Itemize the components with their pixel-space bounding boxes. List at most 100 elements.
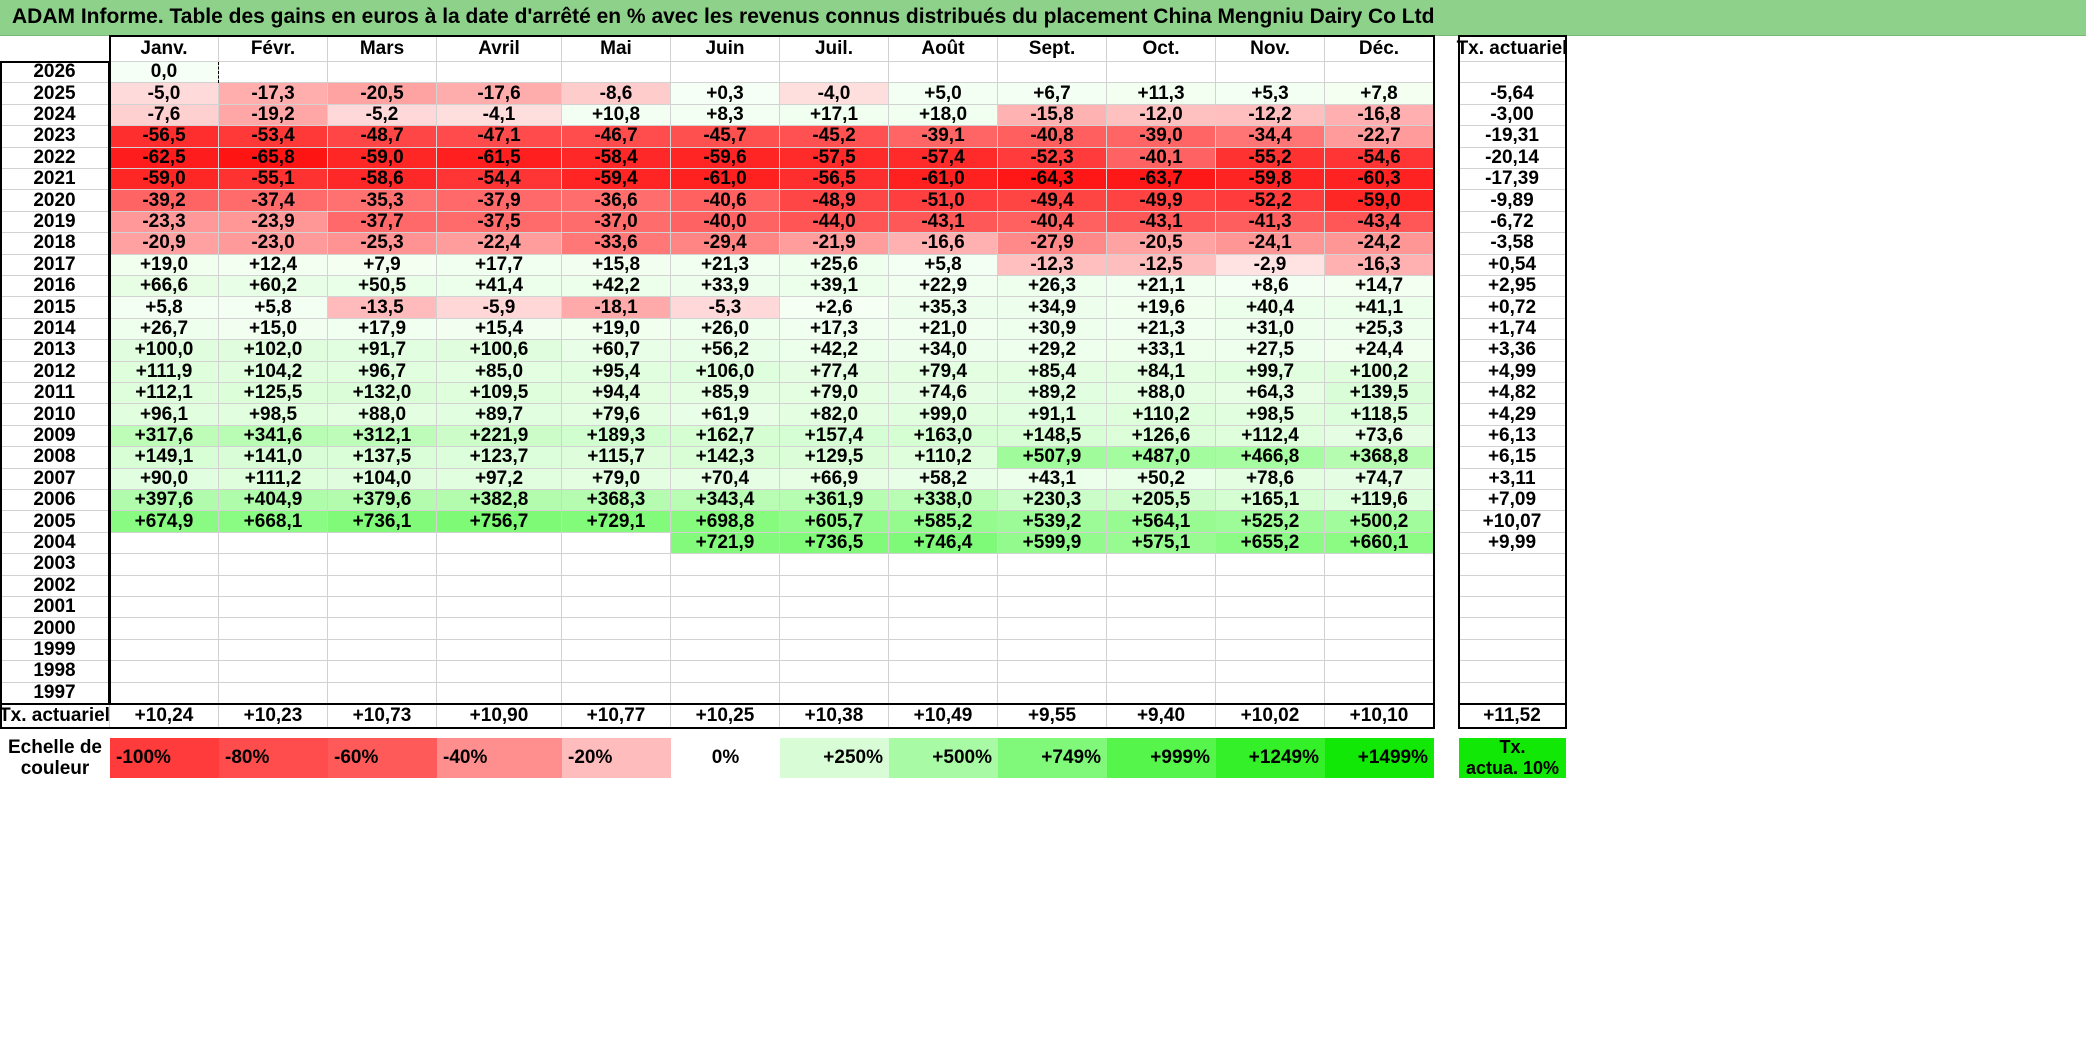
annual-rate-cell: +6,13 — [1459, 425, 1566, 448]
table-cell: +50,2 — [1107, 468, 1216, 490]
table-cell: +746,4 — [889, 532, 998, 555]
table-cell: -2,9 — [1216, 254, 1325, 276]
table-cell — [328, 597, 437, 619]
table-cell: -49,4 — [998, 190, 1107, 212]
table-cell: -37,0 — [562, 211, 671, 234]
table-cell: -45,7 — [671, 125, 780, 148]
annual-rate-cell: +7,09 — [1459, 489, 1566, 512]
table-cell: +361,9 — [780, 489, 889, 512]
annual-rate-cell: -17,39 — [1459, 168, 1566, 191]
cell-divider — [218, 62, 219, 84]
table-cell: +85,0 — [437, 361, 562, 383]
month-header: Juin — [671, 36, 780, 62]
table-cell: +368,3 — [562, 489, 671, 512]
month-header: Mai — [562, 36, 671, 62]
table-cell: +7,8 — [1325, 83, 1434, 105]
table-cell: -12,5 — [1107, 254, 1216, 276]
month-header: Déc. — [1325, 36, 1434, 62]
table-cell: +17,7 — [437, 254, 562, 276]
annual-rate-cell: +10,07 — [1459, 511, 1566, 533]
table-cell — [671, 575, 780, 597]
table-cell: +39,1 — [780, 275, 889, 298]
table-cell: +165,1 — [1216, 489, 1325, 512]
table-cell — [1325, 62, 1434, 84]
month-header: Août — [889, 36, 998, 62]
table-cell: -58,4 — [562, 147, 671, 169]
year-label: 2018 — [0, 232, 110, 255]
table-cell — [1325, 661, 1434, 683]
year-label: 2008 — [0, 446, 110, 469]
table-cell: +110,2 — [1107, 404, 1216, 426]
year-label: 2010 — [0, 404, 110, 426]
table-cell: +41,1 — [1325, 297, 1434, 319]
table-cell: +61,9 — [671, 404, 780, 426]
year-label: 2005 — [0, 511, 110, 533]
table-cell — [328, 62, 437, 84]
table-cell: +74,6 — [889, 382, 998, 405]
table-cell: +19,0 — [110, 254, 219, 276]
table-cell — [671, 682, 780, 704]
table-cell: +84,1 — [1107, 361, 1216, 383]
table-cell: -8,6 — [562, 83, 671, 105]
table-cell: +8,6 — [1216, 275, 1325, 298]
table-cell: -37,5 — [437, 211, 562, 234]
table-cell: +163,0 — [889, 425, 998, 448]
table-cell: +79,0 — [562, 468, 671, 490]
table-cell — [328, 618, 437, 640]
color-scale-swatch: +749% — [998, 738, 1107, 778]
table-cell: +33,1 — [1107, 339, 1216, 362]
table-cell — [780, 554, 889, 576]
table-cell: +64,3 — [1216, 382, 1325, 405]
table-cell — [1216, 62, 1325, 84]
table-cell — [780, 597, 889, 619]
color-scale-swatch: +1499% — [1325, 738, 1434, 778]
table-cell: +205,5 — [1107, 489, 1216, 512]
table-cell — [219, 62, 328, 84]
table-cell — [1107, 554, 1216, 576]
month-header: Oct. — [1107, 36, 1216, 62]
table-cell — [780, 661, 889, 683]
year-label: 2001 — [0, 596, 110, 619]
table-cell: -5,3 — [671, 297, 780, 319]
table-cell — [889, 661, 998, 683]
annual-rate-cell: +4,29 — [1459, 404, 1566, 426]
month-header: Févr. — [219, 36, 328, 62]
table-cell — [437, 554, 562, 576]
table-cell: +26,3 — [998, 275, 1107, 298]
table-cell: +42,2 — [562, 275, 671, 298]
table-cell: +2,6 — [780, 297, 889, 319]
table-cell: -48,9 — [780, 190, 889, 212]
table-cell: +123,7 — [437, 446, 562, 469]
table-cell — [780, 62, 889, 84]
table-cell: -33,6 — [562, 232, 671, 255]
table-cell: -24,1 — [1216, 232, 1325, 255]
table-cell — [780, 575, 889, 597]
table-cell: +66,6 — [110, 275, 219, 298]
table-cell — [780, 618, 889, 640]
table-cell: +112,1 — [110, 382, 219, 405]
annual-rate-cell — [1459, 661, 1566, 683]
table-cell: +89,2 — [998, 382, 1107, 405]
table-cell: +487,0 — [1107, 446, 1216, 469]
table-cell — [562, 62, 671, 84]
table-cell: -23,9 — [219, 211, 328, 234]
table-cell: +6,7 — [998, 83, 1107, 105]
annual-rate-cell — [1459, 62, 1566, 84]
table-cell: +73,6 — [1325, 425, 1434, 448]
table-cell: +94,4 — [562, 382, 671, 405]
table-cell: +21,1 — [1107, 275, 1216, 298]
table-cell: +91,1 — [998, 404, 1107, 426]
table-cell: -61,0 — [889, 168, 998, 191]
table-cell: +539,2 — [998, 511, 1107, 533]
annual-rate-cell: +2,95 — [1459, 275, 1566, 298]
table-cell: +41,4 — [437, 275, 562, 298]
table-cell: -56,5 — [110, 125, 219, 148]
annual-rate-cell: +3,36 — [1459, 339, 1566, 362]
footer-rate-cell: +10,24 — [110, 703, 219, 729]
table-cell: +141,0 — [219, 446, 328, 469]
table-cell: -25,3 — [328, 232, 437, 255]
table-cell: +34,0 — [889, 339, 998, 362]
annual-rate-swatch: Tx. actua. 10% — [1459, 737, 1566, 778]
table-cell — [219, 682, 328, 704]
table-cell: +5,8 — [889, 254, 998, 276]
